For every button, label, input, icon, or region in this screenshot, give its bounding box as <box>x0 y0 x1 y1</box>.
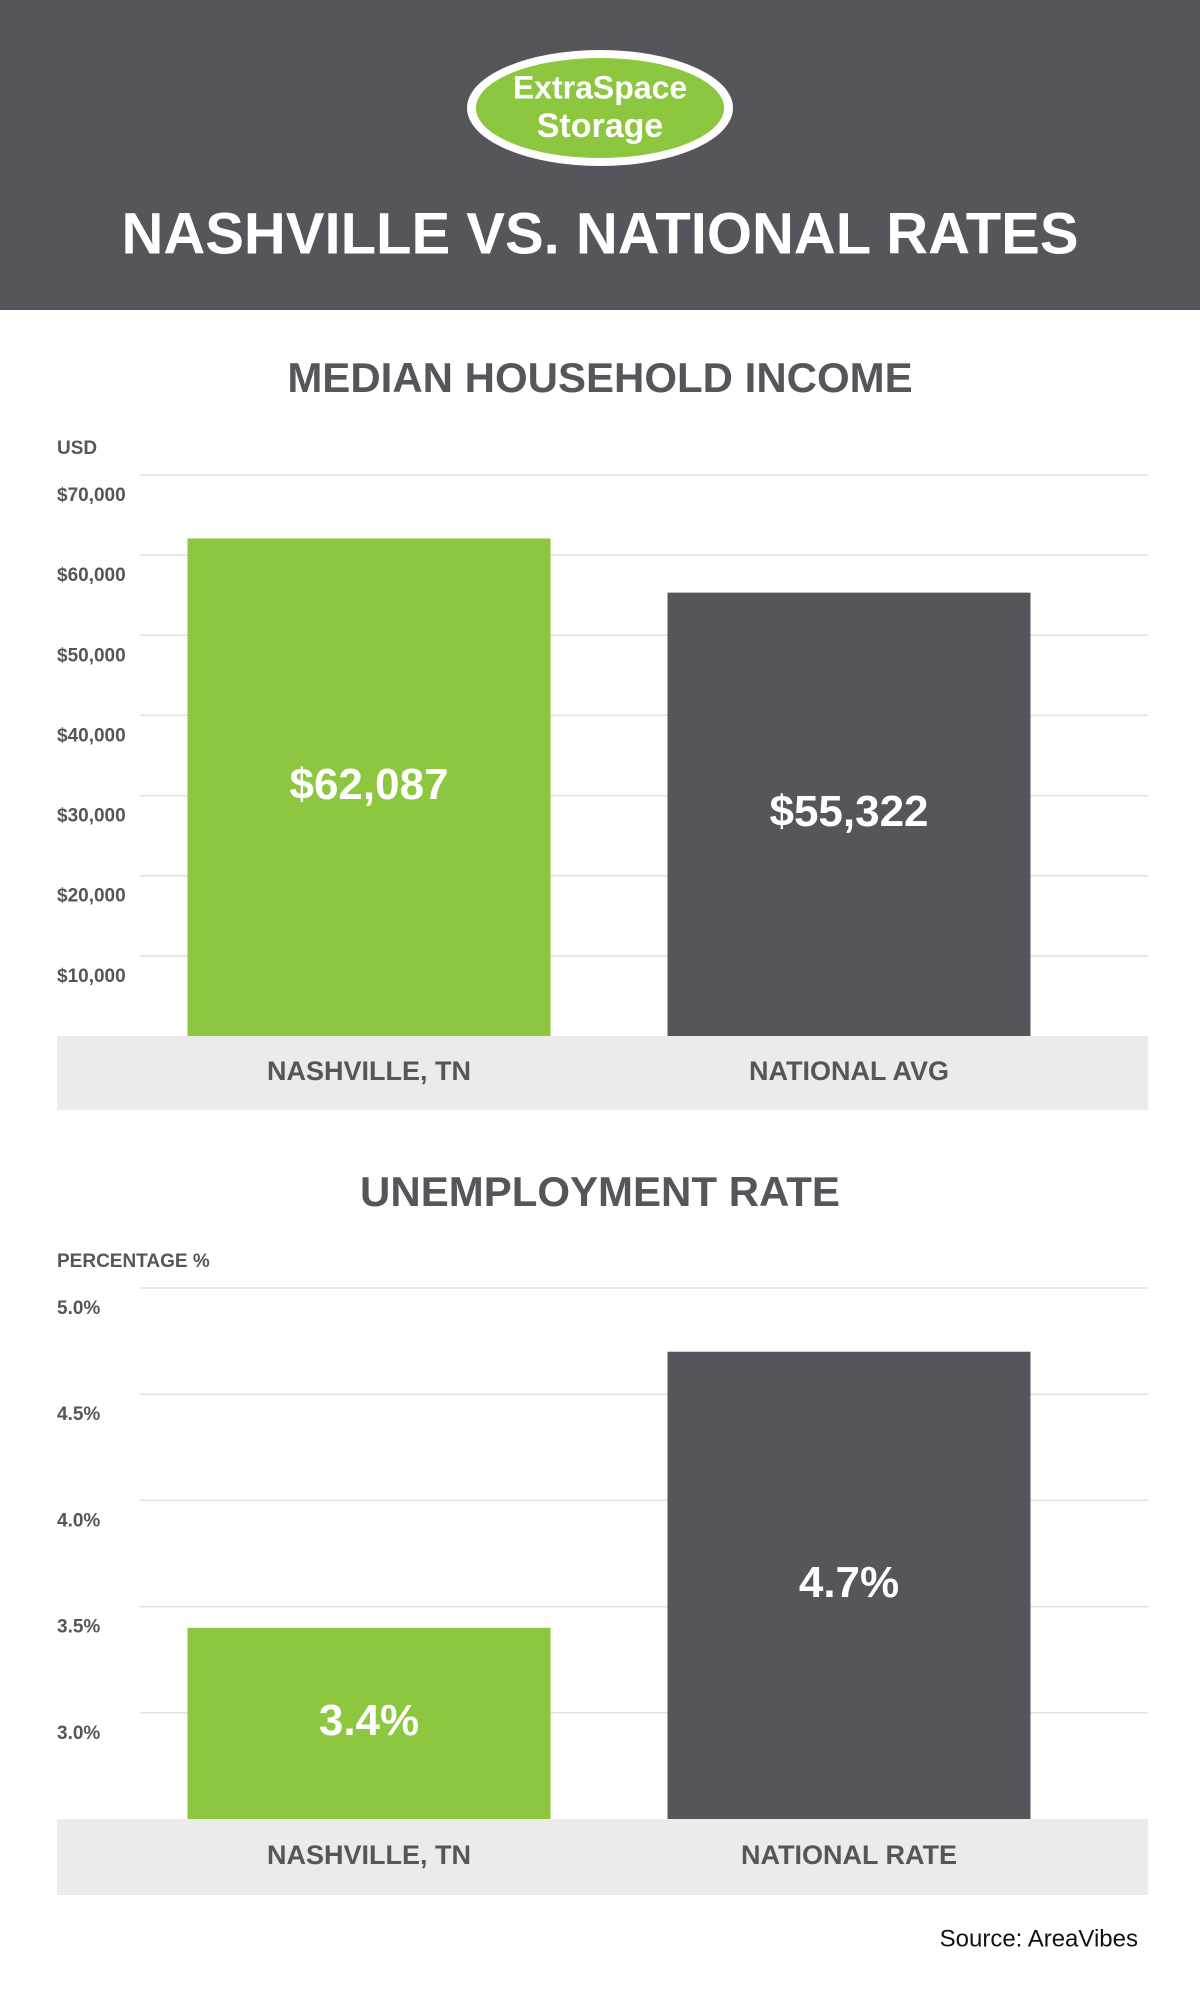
axis-label: PERCENTAGE % <box>57 1251 210 1272</box>
x-tick-label: NASHVILLE, TN <box>267 1840 471 1870</box>
y-tick-label: $60,000 <box>57 565 126 586</box>
axis-label: USD <box>57 438 97 459</box>
data-label: 4.7% <box>799 1558 899 1607</box>
y-tick-label: $30,000 <box>57 806 126 827</box>
y-tick-label: $10,000 <box>57 966 126 987</box>
bar <box>187 1627 551 1819</box>
y-tick-label: 3.5% <box>57 1617 100 1638</box>
y-tick-label: 4.5% <box>57 1404 100 1425</box>
y-tick-label: 4.0% <box>57 1510 100 1531</box>
bar <box>667 592 1031 1036</box>
logo-badge <box>476 58 724 158</box>
x-tick-label: NASHVILLE, TN <box>267 1056 471 1086</box>
chart-title: UNEMPLOYMENT RATE <box>360 1168 840 1215</box>
x-tick-label: NATIONAL RATE <box>741 1840 957 1870</box>
y-tick-label: $50,000 <box>57 645 126 666</box>
y-tick-label: $40,000 <box>57 725 126 746</box>
source-note: Source: AreaVibes <box>940 1925 1138 1952</box>
data-label: $62,087 <box>289 760 448 809</box>
chart-title: MEDIAN HOUSEHOLD INCOME <box>287 354 912 401</box>
category-band <box>57 1819 1148 1895</box>
y-tick-label: $70,000 <box>57 485 126 506</box>
page-title: NASHVILLE VS. NATIONAL RATES <box>121 201 1078 266</box>
logo-text: Storage <box>537 107 664 145</box>
x-tick-label: NATIONAL AVG <box>749 1056 949 1086</box>
logo-text: ExtraSpace <box>513 69 687 105</box>
y-tick-label: $20,000 <box>57 886 126 907</box>
category-band <box>57 1036 1148 1110</box>
bar <box>187 538 551 1036</box>
data-label: $55,322 <box>769 787 928 836</box>
y-tick-label: 3.0% <box>57 1723 100 1744</box>
bar <box>667 1351 1031 1819</box>
y-tick-label: 5.0% <box>57 1298 100 1319</box>
data-label: 3.4% <box>319 1696 419 1745</box>
